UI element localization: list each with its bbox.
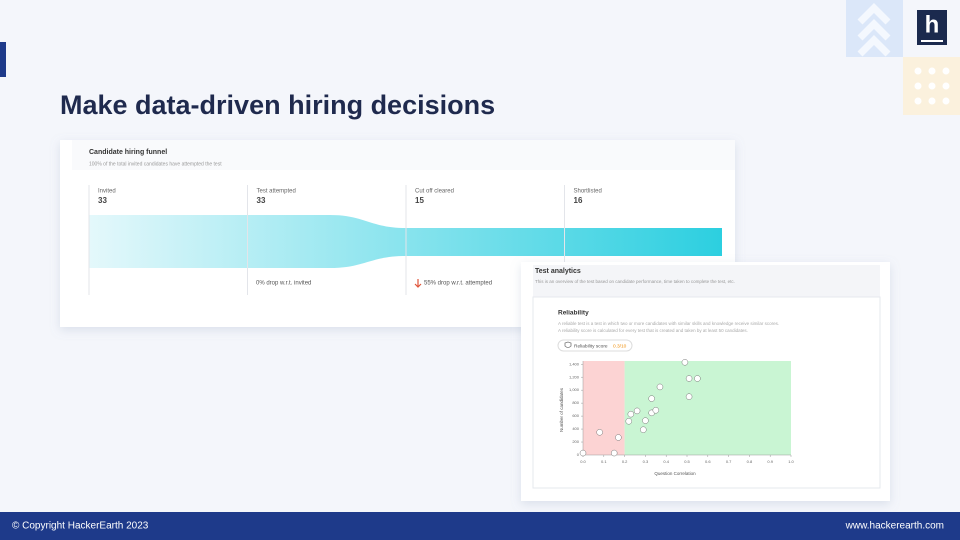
x-tick-label: 0.6	[705, 459, 711, 464]
stage-value: 33	[98, 196, 107, 205]
badge-value: 0.3/10	[613, 343, 627, 349]
x-tick-label: 0.2	[622, 459, 628, 464]
funnel-note: 55% drop w.r.t. attempted	[424, 281, 492, 287]
badge-label: Reliability score	[574, 343, 608, 349]
x-tick-label: 0.3	[643, 459, 649, 464]
title: Make data-driven hiring decisions	[60, 90, 495, 120]
x-tick-label: 0.8	[747, 459, 753, 464]
x-tick-label: 0.7	[726, 459, 732, 464]
stage-name: Shortlisted	[574, 189, 602, 195]
y-tick-label: 800	[572, 400, 579, 405]
stage-name: Test attempted	[257, 189, 296, 195]
funnel-header	[72, 140, 735, 170]
reliability-title: Reliability	[558, 310, 589, 317]
decor-chevrons	[857, 3, 891, 57]
logo-letter: h	[925, 11, 940, 38]
point	[625, 418, 633, 425]
y-tick-label: 1,000	[569, 387, 580, 392]
x-tick-label: 0.9	[767, 459, 773, 464]
point	[596, 429, 603, 436]
reliability-text: A reliability score is calculated for ev…	[558, 328, 748, 333]
shield-icon	[564, 341, 572, 348]
y-tick-label: 1,400	[569, 361, 580, 366]
y-tick-label: 600	[572, 413, 579, 418]
reliability-text: A reliable test is a test in which two o…	[558, 321, 779, 326]
point	[579, 449, 587, 457]
point	[648, 395, 655, 402]
y-axis-label: Number of candidates	[559, 387, 564, 432]
copyright: © Copyright HackerEarth 2023	[12, 521, 149, 532]
funnel-note: 0% drop w.r.t. invited	[256, 281, 311, 287]
x-tick-label: 0.5	[684, 459, 690, 464]
y-tick-label: 1,200	[569, 374, 580, 379]
funnel-subtitle: 100% of the total invited candidates hav…	[89, 161, 222, 167]
logo-underline	[921, 40, 943, 42]
x-tick-label: 0.0	[580, 459, 586, 464]
y-tick-label: 400	[572, 426, 579, 431]
point	[627, 410, 635, 418]
analytics-header	[533, 265, 880, 297]
zone	[583, 361, 625, 455]
point	[640, 426, 647, 433]
decor-dots	[914, 67, 950, 105]
stage-value: 15	[415, 196, 424, 205]
y-tick-label: 0	[577, 452, 580, 457]
x-tick-label: 0.1	[601, 459, 607, 464]
point	[642, 417, 649, 424]
point	[656, 383, 664, 391]
x-tick-label: 1.0	[788, 459, 794, 464]
x-tick-label: 0.4	[663, 459, 669, 464]
point	[685, 375, 693, 382]
stage-name: Invited	[98, 189, 116, 195]
stage-value: 33	[257, 196, 266, 205]
point	[681, 359, 689, 366]
point	[610, 449, 618, 457]
accent-bar	[0, 42, 6, 77]
stage-value: 16	[574, 196, 583, 205]
reliability-badge	[557, 339, 633, 352]
point	[652, 407, 660, 414]
analytics-description: This is an overview of the test based on…	[535, 279, 735, 284]
funnel-title: Candidate hiring funnel	[89, 149, 167, 156]
logo	[917, 10, 947, 45]
x-axis-label: Question Correlation	[654, 471, 696, 476]
website: www.hackerearth.com	[845, 521, 944, 532]
y-tick-label: 200	[572, 439, 579, 444]
point	[685, 393, 693, 400]
analytics-title: Test analytics	[535, 268, 581, 275]
point	[615, 434, 622, 441]
drop-arrow	[414, 279, 422, 288]
point	[633, 407, 641, 415]
footer	[0, 512, 960, 540]
point	[694, 375, 701, 382]
zone	[624, 361, 791, 455]
stage-name: Cut off cleared	[415, 189, 454, 195]
